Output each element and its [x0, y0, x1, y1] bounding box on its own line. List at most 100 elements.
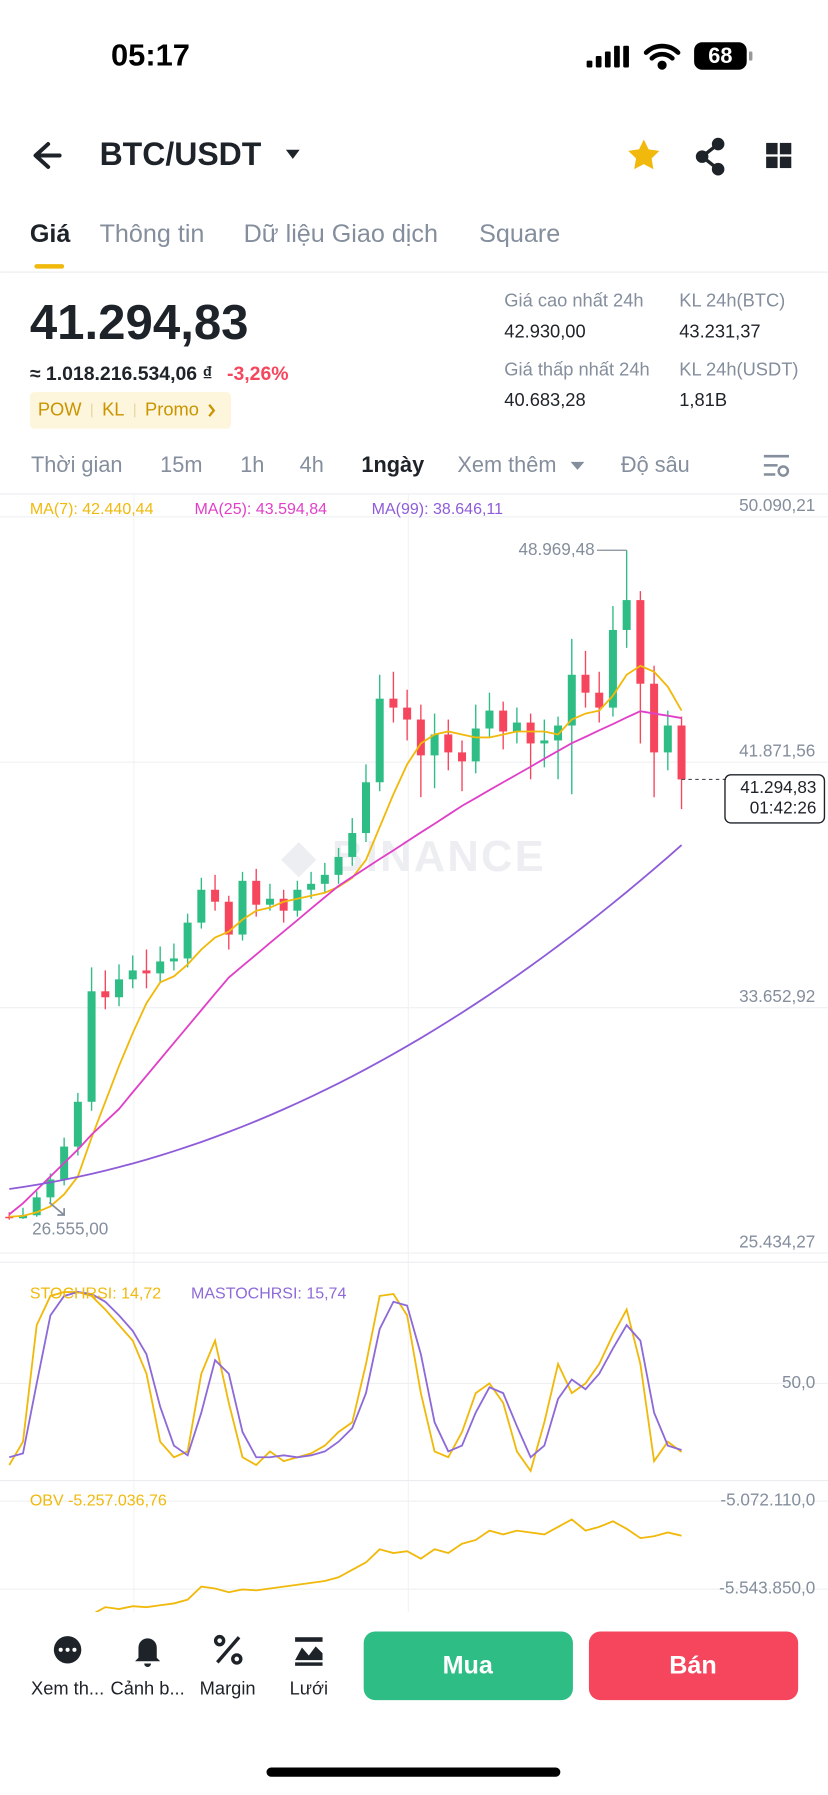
pair-dropdown[interactable] [285, 149, 300, 159]
candle-body [197, 889, 206, 923]
candle-body [334, 856, 343, 875]
stat-label: Giá cao nhất 24h [504, 290, 643, 311]
candle-body [101, 991, 110, 998]
candle-body [485, 710, 494, 729]
y-tick-label: 41.871,56 [739, 740, 815, 760]
candle-body [650, 683, 659, 753]
series-line [94, 1518, 682, 1613]
candle-body [211, 889, 220, 902]
interval-tab[interactable]: 4h [300, 452, 324, 477]
tag-box [29, 392, 232, 429]
action-label[interactable]: Lưới [290, 1678, 328, 1699]
last-price-label: 41.294,83 [740, 777, 816, 797]
candle-body [169, 958, 178, 962]
share-button[interactable] [695, 137, 725, 176]
wifi-icon [643, 43, 681, 70]
candle-body [622, 600, 631, 630]
battery-cap [748, 51, 753, 61]
tag-arrow [208, 404, 216, 417]
legend-entry: OBV -5.257.036,76 [30, 1492, 167, 1509]
candle-body [348, 833, 357, 857]
interval-tab[interactable]: Xem thêm [457, 452, 556, 477]
candle-body [73, 1101, 82, 1147]
legend-entry: MA(25): 43.594,84 [194, 501, 327, 518]
interval-tab[interactable]: 15m [160, 452, 202, 477]
grid-menu[interactable] [766, 142, 792, 169]
legend-entry: MA(7): 42.440,44 [30, 501, 154, 518]
candle-body [265, 898, 274, 905]
chart-panel [0, 1500, 828, 1613]
candle-body [403, 707, 412, 720]
candle-body [499, 710, 508, 732]
favorite-star[interactable] [628, 139, 660, 170]
tab[interactable]: Giá [30, 220, 72, 248]
buy-label[interactable]: Mua [443, 1652, 494, 1680]
candle-body [5, 1216, 14, 1219]
interval-tab[interactable]: Thời gian [31, 452, 123, 477]
watermark: ◆ BINANCE [281, 833, 546, 881]
battery [694, 42, 747, 70]
candle-body [361, 782, 370, 834]
candle-body [128, 970, 137, 980]
fiat-price: ≈ 1.018.216.534,06 ₫ [30, 363, 213, 385]
tab[interactable]: Square [479, 220, 560, 248]
candle-body [389, 698, 398, 708]
status-time: 05:17 [111, 37, 190, 72]
sell-button[interactable] [588, 1631, 799, 1701]
legend-entry: STOCHRSI: 14,72 [30, 1285, 161, 1302]
alert-icon[interactable] [135, 1638, 161, 1667]
candle-body [554, 725, 563, 741]
more-caret[interactable] [570, 461, 585, 470]
y-tick-label: 50,0 [782, 1372, 815, 1392]
action-label[interactable]: Margin [200, 1678, 256, 1699]
tab[interactable]: Thông tin [100, 220, 205, 248]
y-tick-label: 50.090,21 [739, 495, 815, 515]
candle-body [156, 961, 165, 974]
chart-labels: 25.434,27 33.652,92 41.871,56 50.090,21 MA(7… [30, 495, 826, 1251]
more-icon[interactable] [53, 1636, 82, 1664]
candle-body [307, 883, 316, 890]
tag[interactable]: POW [38, 398, 82, 419]
tag[interactable]: KL [102, 398, 124, 419]
chart-settings[interactable] [763, 454, 790, 477]
action-label[interactable]: Xem th... [31, 1678, 104, 1699]
candle-body [416, 719, 425, 756]
interval-tab[interactable]: Độ sâu [621, 452, 690, 477]
home-indicator [266, 1767, 561, 1777]
battery-level: 68 [708, 43, 732, 68]
buy-button[interactable] [363, 1631, 573, 1701]
candle-body [430, 734, 439, 756]
candle-body [320, 874, 329, 884]
action-label[interactable]: Cảnh b... [111, 1678, 185, 1699]
tab[interactable]: Dữ liệu Giao dịch [244, 220, 438, 248]
interval-tab[interactable]: 1h [240, 452, 264, 477]
signal-icon [586, 45, 629, 68]
candle-body [471, 728, 480, 762]
series-line [9, 664, 683, 1218]
stat-value: 1,81B [679, 389, 727, 410]
countdown-label: 01:42:26 [750, 798, 817, 818]
y-tick-label: 33.652,92 [739, 986, 815, 1006]
chart-panel [0, 1291, 828, 1473]
margin-icon[interactable] [213, 1634, 243, 1665]
stat-label: KL 24h(BTC) [679, 290, 785, 311]
candle-body [46, 1179, 55, 1198]
chart-labels: 50,0 STOCHRSI: 14,72 MASTOCHRSI: 15,74 [30, 1285, 815, 1391]
price-sub: ≈ 1.018.216.534,06 ₫ -3,26% [30, 363, 289, 385]
sell-label[interactable]: Bán [669, 1652, 717, 1680]
legend-entry: MASTOCHRSI: 15,74 [191, 1285, 346, 1302]
pair-title[interactable]: BTC/USDT [100, 136, 262, 172]
grid-bot-icon[interactable] [295, 1637, 323, 1666]
tag[interactable]: Promo [145, 398, 199, 419]
interval-tab[interactable]: 1ngày [361, 452, 424, 477]
annotation-label: 26.555,00 [32, 1218, 108, 1238]
candle-body [375, 698, 384, 783]
y-tick-label: -5.543.850,0 [719, 1578, 815, 1598]
series-line [9, 1291, 682, 1459]
candle-body [142, 970, 151, 974]
candle-body [224, 901, 233, 935]
candle-body [32, 1197, 41, 1216]
back-button[interactable] [33, 142, 62, 169]
